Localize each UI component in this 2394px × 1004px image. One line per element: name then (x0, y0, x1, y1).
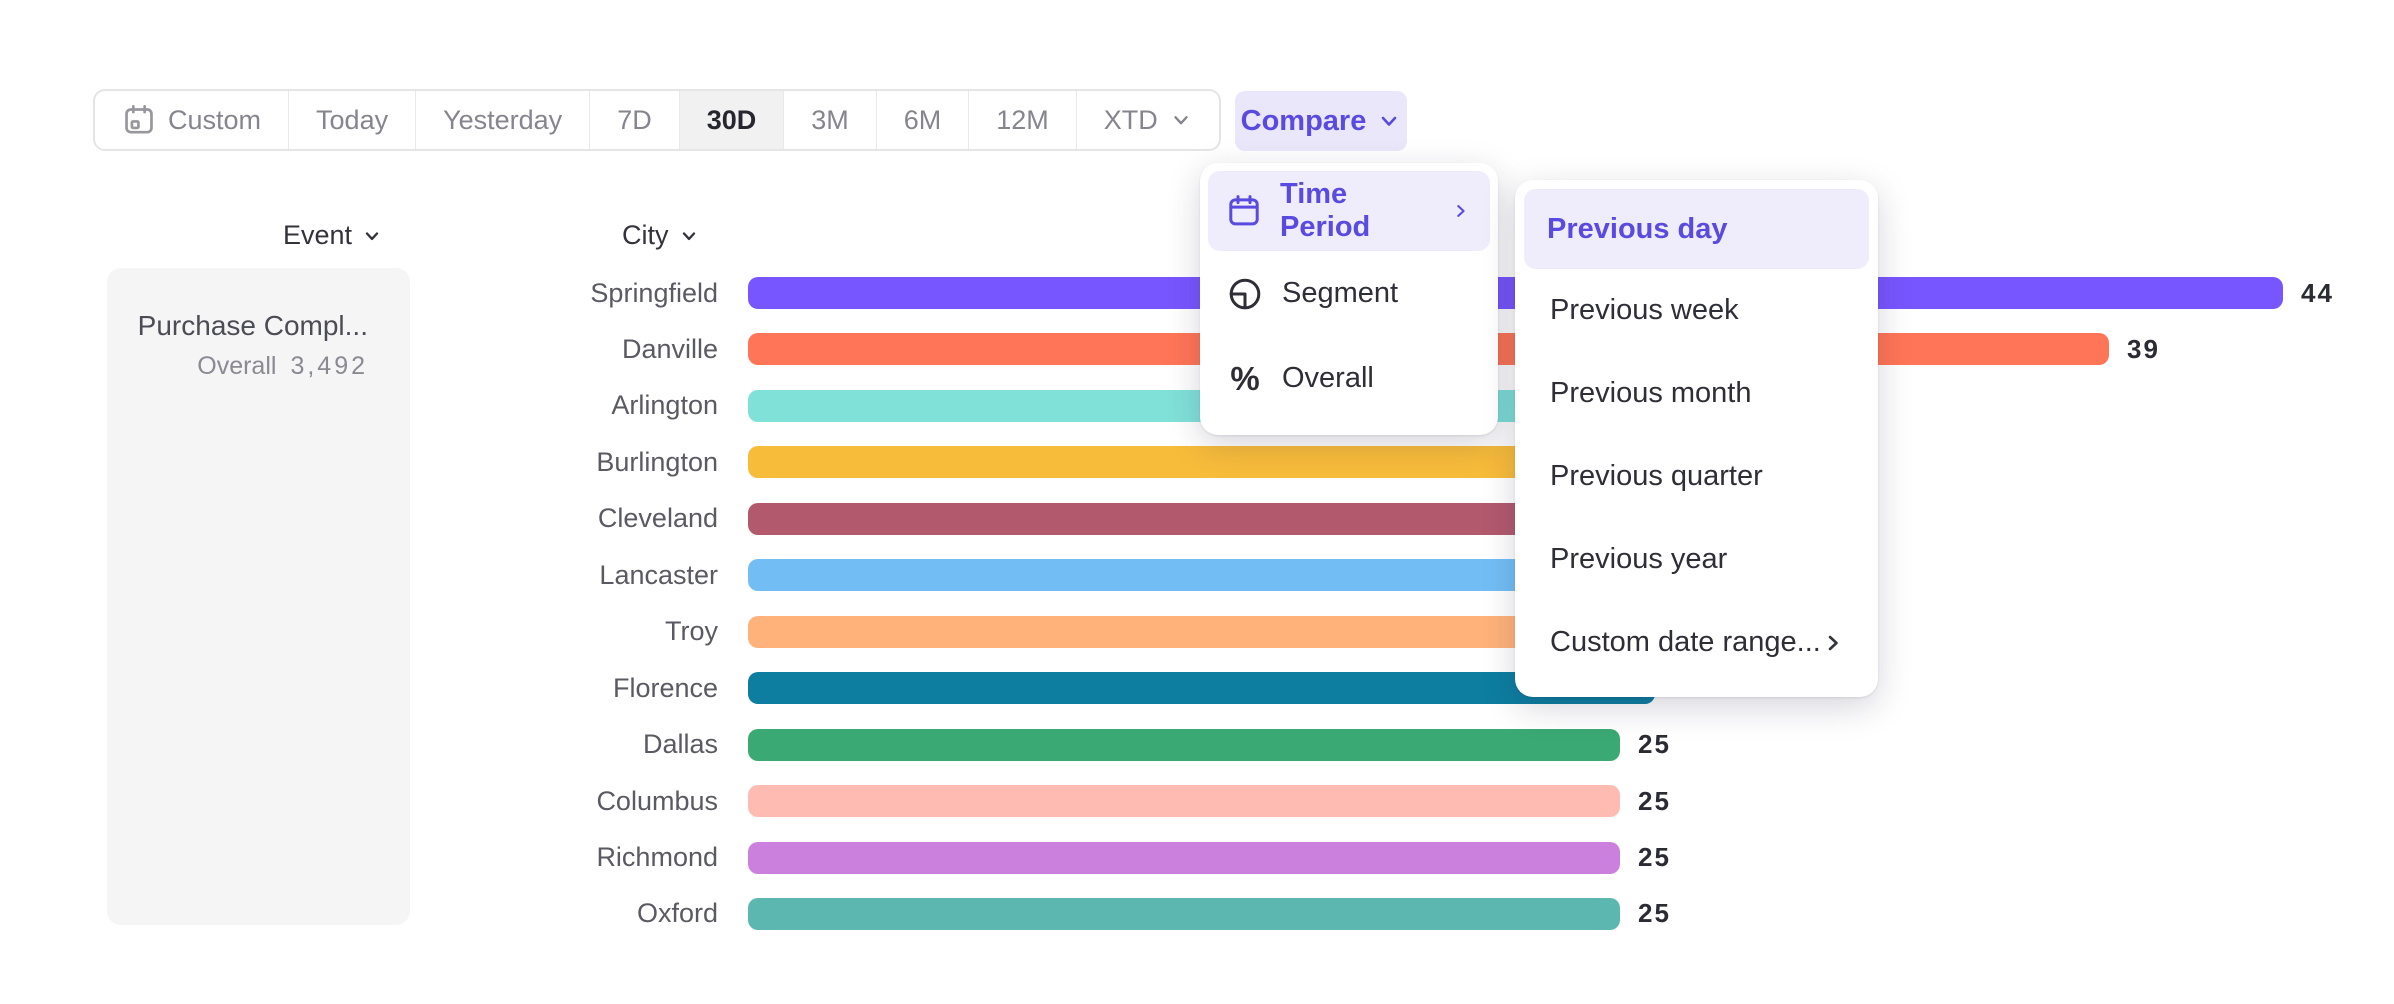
preset-label: 12M (996, 104, 1049, 135)
bar-value-label: 39 (2127, 333, 2160, 364)
preset-label: 30D (706, 104, 757, 135)
overall-label: Overall (197, 352, 277, 380)
bar-label: Burlington (596, 446, 718, 477)
submenu-item-previous-quarter[interactable]: Previous quarter (1524, 435, 1869, 518)
menu-item-overall[interactable]: % Overall (1208, 336, 1490, 421)
bar-label: Florence (612, 672, 718, 703)
preset-12m[interactable]: 12M (969, 91, 1077, 149)
menu-item-label: Time Period (1280, 178, 1371, 243)
bar-label: Springfield (590, 277, 718, 308)
city-column-selector[interactable]: City (622, 220, 699, 251)
submenu-item-label: Previous day (1547, 212, 1728, 245)
chart-row-arlington: Arlington (0, 389, 2394, 422)
bar-label: Danville (621, 333, 718, 364)
percent-icon: % (1230, 359, 1260, 397)
submenu-item-label: Previous month (1550, 377, 1752, 409)
bar-label: Cleveland (597, 503, 718, 534)
preset-label: Yesterday (443, 104, 563, 135)
chart-row-lancaster: Lancaster (0, 559, 2394, 592)
chart-row-danville: Danville 39 (0, 333, 2394, 366)
bar-value-label: 44 (2301, 277, 2334, 308)
bar-value-label: 25 (1638, 898, 1671, 929)
chart-row-burlington: Burlington (0, 446, 2394, 479)
preset-label: Today (316, 104, 389, 135)
date-range-toolbar: Custom Today Yesterday 7D 30D 3M 6M 12M XTD (93, 89, 1221, 151)
compare-button[interactable]: Compare (1235, 91, 1407, 151)
preset-label: 6M (903, 104, 942, 135)
submenu-item-previous-year[interactable]: Previous year (1524, 518, 1869, 601)
chart-row-dallas: Dallas 25 (0, 728, 2394, 761)
bar[interactable] (748, 841, 1620, 874)
chevron-down-icon (682, 231, 695, 240)
submenu-item-previous-day[interactable]: Previous day (1524, 189, 1869, 269)
segment-icon (1229, 278, 1261, 309)
submenu-item-previous-week[interactable]: Previous week (1524, 269, 1869, 352)
preset-label: Custom (168, 104, 262, 135)
chart-row-springfield: Springfield 44 (0, 277, 2394, 309)
preset-30d[interactable]: 30D (679, 91, 785, 149)
submenu-item-custom-date-range[interactable]: Custom date range... (1524, 601, 1869, 684)
calendar-icon (1229, 195, 1259, 226)
chart-row-richmond: Richmond 25 (0, 841, 2394, 874)
bar[interactable] (748, 672, 1655, 705)
preset-7d[interactable]: 7D (590, 91, 680, 149)
bar[interactable] (748, 728, 1620, 761)
menu-item-label: Segment (1282, 277, 1399, 309)
event-header-label: Event (283, 220, 353, 250)
calendar-icon (125, 105, 153, 134)
compare-dropdown-menu: Time Period Segment% Overall (1200, 163, 1498, 435)
submenu-item-label: Previous week (1550, 294, 1739, 326)
preset-yesterday[interactable]: Yesterday (416, 91, 591, 149)
preset-xtd[interactable]: XTD (1077, 91, 1219, 149)
preset-custom[interactable]: Custom (95, 91, 290, 149)
preset-label: 7D (617, 104, 652, 135)
submenu-item-label: Previous quarter (1550, 460, 1763, 492)
bar-value-label: 25 (1638, 729, 1671, 760)
city-header-label: City (622, 220, 669, 250)
preset-label: XTD (1103, 104, 1158, 135)
menu-item-segment[interactable]: Segment (1208, 251, 1490, 336)
bar[interactable] (748, 897, 1620, 930)
bar-label: Columbus (596, 785, 718, 816)
bar[interactable] (748, 615, 1655, 648)
submenu-item-label: Previous year (1550, 543, 1728, 575)
overall-value: 3,492 (290, 352, 368, 380)
chevron-down-icon (1382, 116, 1397, 126)
time-period-submenu: Previous day Previous week Previous month P… (1515, 180, 1878, 697)
menu-item-label: Overall (1282, 362, 1374, 394)
menu-item-time-period[interactable]: Time Period (1208, 171, 1490, 251)
chevron-right-icon (1456, 205, 1465, 217)
event-name: Purchase Compl... (137, 310, 368, 341)
event-card[interactable]: Purchase Compl... Overall 3,492 (107, 268, 410, 925)
chevron-right-icon (1828, 635, 1838, 650)
bar[interactable] (748, 785, 1620, 818)
compare-button-label: Compare (1240, 104, 1367, 137)
bar-label: Oxford (636, 898, 718, 929)
chevron-down-icon (1174, 116, 1188, 125)
submenu-item-label: Custom date range... (1550, 626, 1821, 658)
bar-label: Lancaster (599, 559, 718, 590)
preset-3m[interactable]: 3M (784, 91, 877, 149)
bar-chart: Springfield 44 Danville 39 Arlington Burlingt… (0, 277, 2394, 937)
event-column-selector[interactable]: Event (283, 220, 382, 251)
chart-row-cleveland: Cleveland (0, 502, 2394, 535)
preset-label: 3M (811, 104, 849, 135)
bar-label: Arlington (611, 390, 718, 421)
chart-row-florence: Florence (0, 672, 2394, 705)
preset-today[interactable]: Today (289, 91, 417, 149)
preset-6m[interactable]: 6M (877, 91, 970, 149)
bar-label: Troy (665, 616, 718, 647)
bar-value-label: 25 (1638, 842, 1671, 872)
chart-row-oxford: Oxford 25 (0, 897, 2394, 930)
bar-label: Richmond (596, 842, 718, 872)
chart-row-columbus: Columbus 25 (0, 785, 2394, 818)
bar-label: Dallas (642, 729, 718, 760)
event-overall-count: Overall 3,492 (127, 352, 368, 381)
chevron-down-icon (365, 231, 379, 240)
bar-value-label: 25 (1638, 785, 1671, 816)
submenu-item-previous-month[interactable]: Previous month (1524, 352, 1869, 435)
chart-row-troy: Troy (0, 615, 2394, 648)
